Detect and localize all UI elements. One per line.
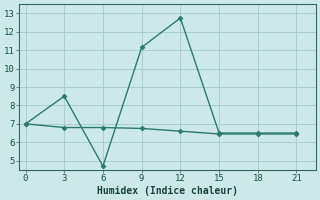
X-axis label: Humidex (Indice chaleur): Humidex (Indice chaleur) [97,186,238,196]
